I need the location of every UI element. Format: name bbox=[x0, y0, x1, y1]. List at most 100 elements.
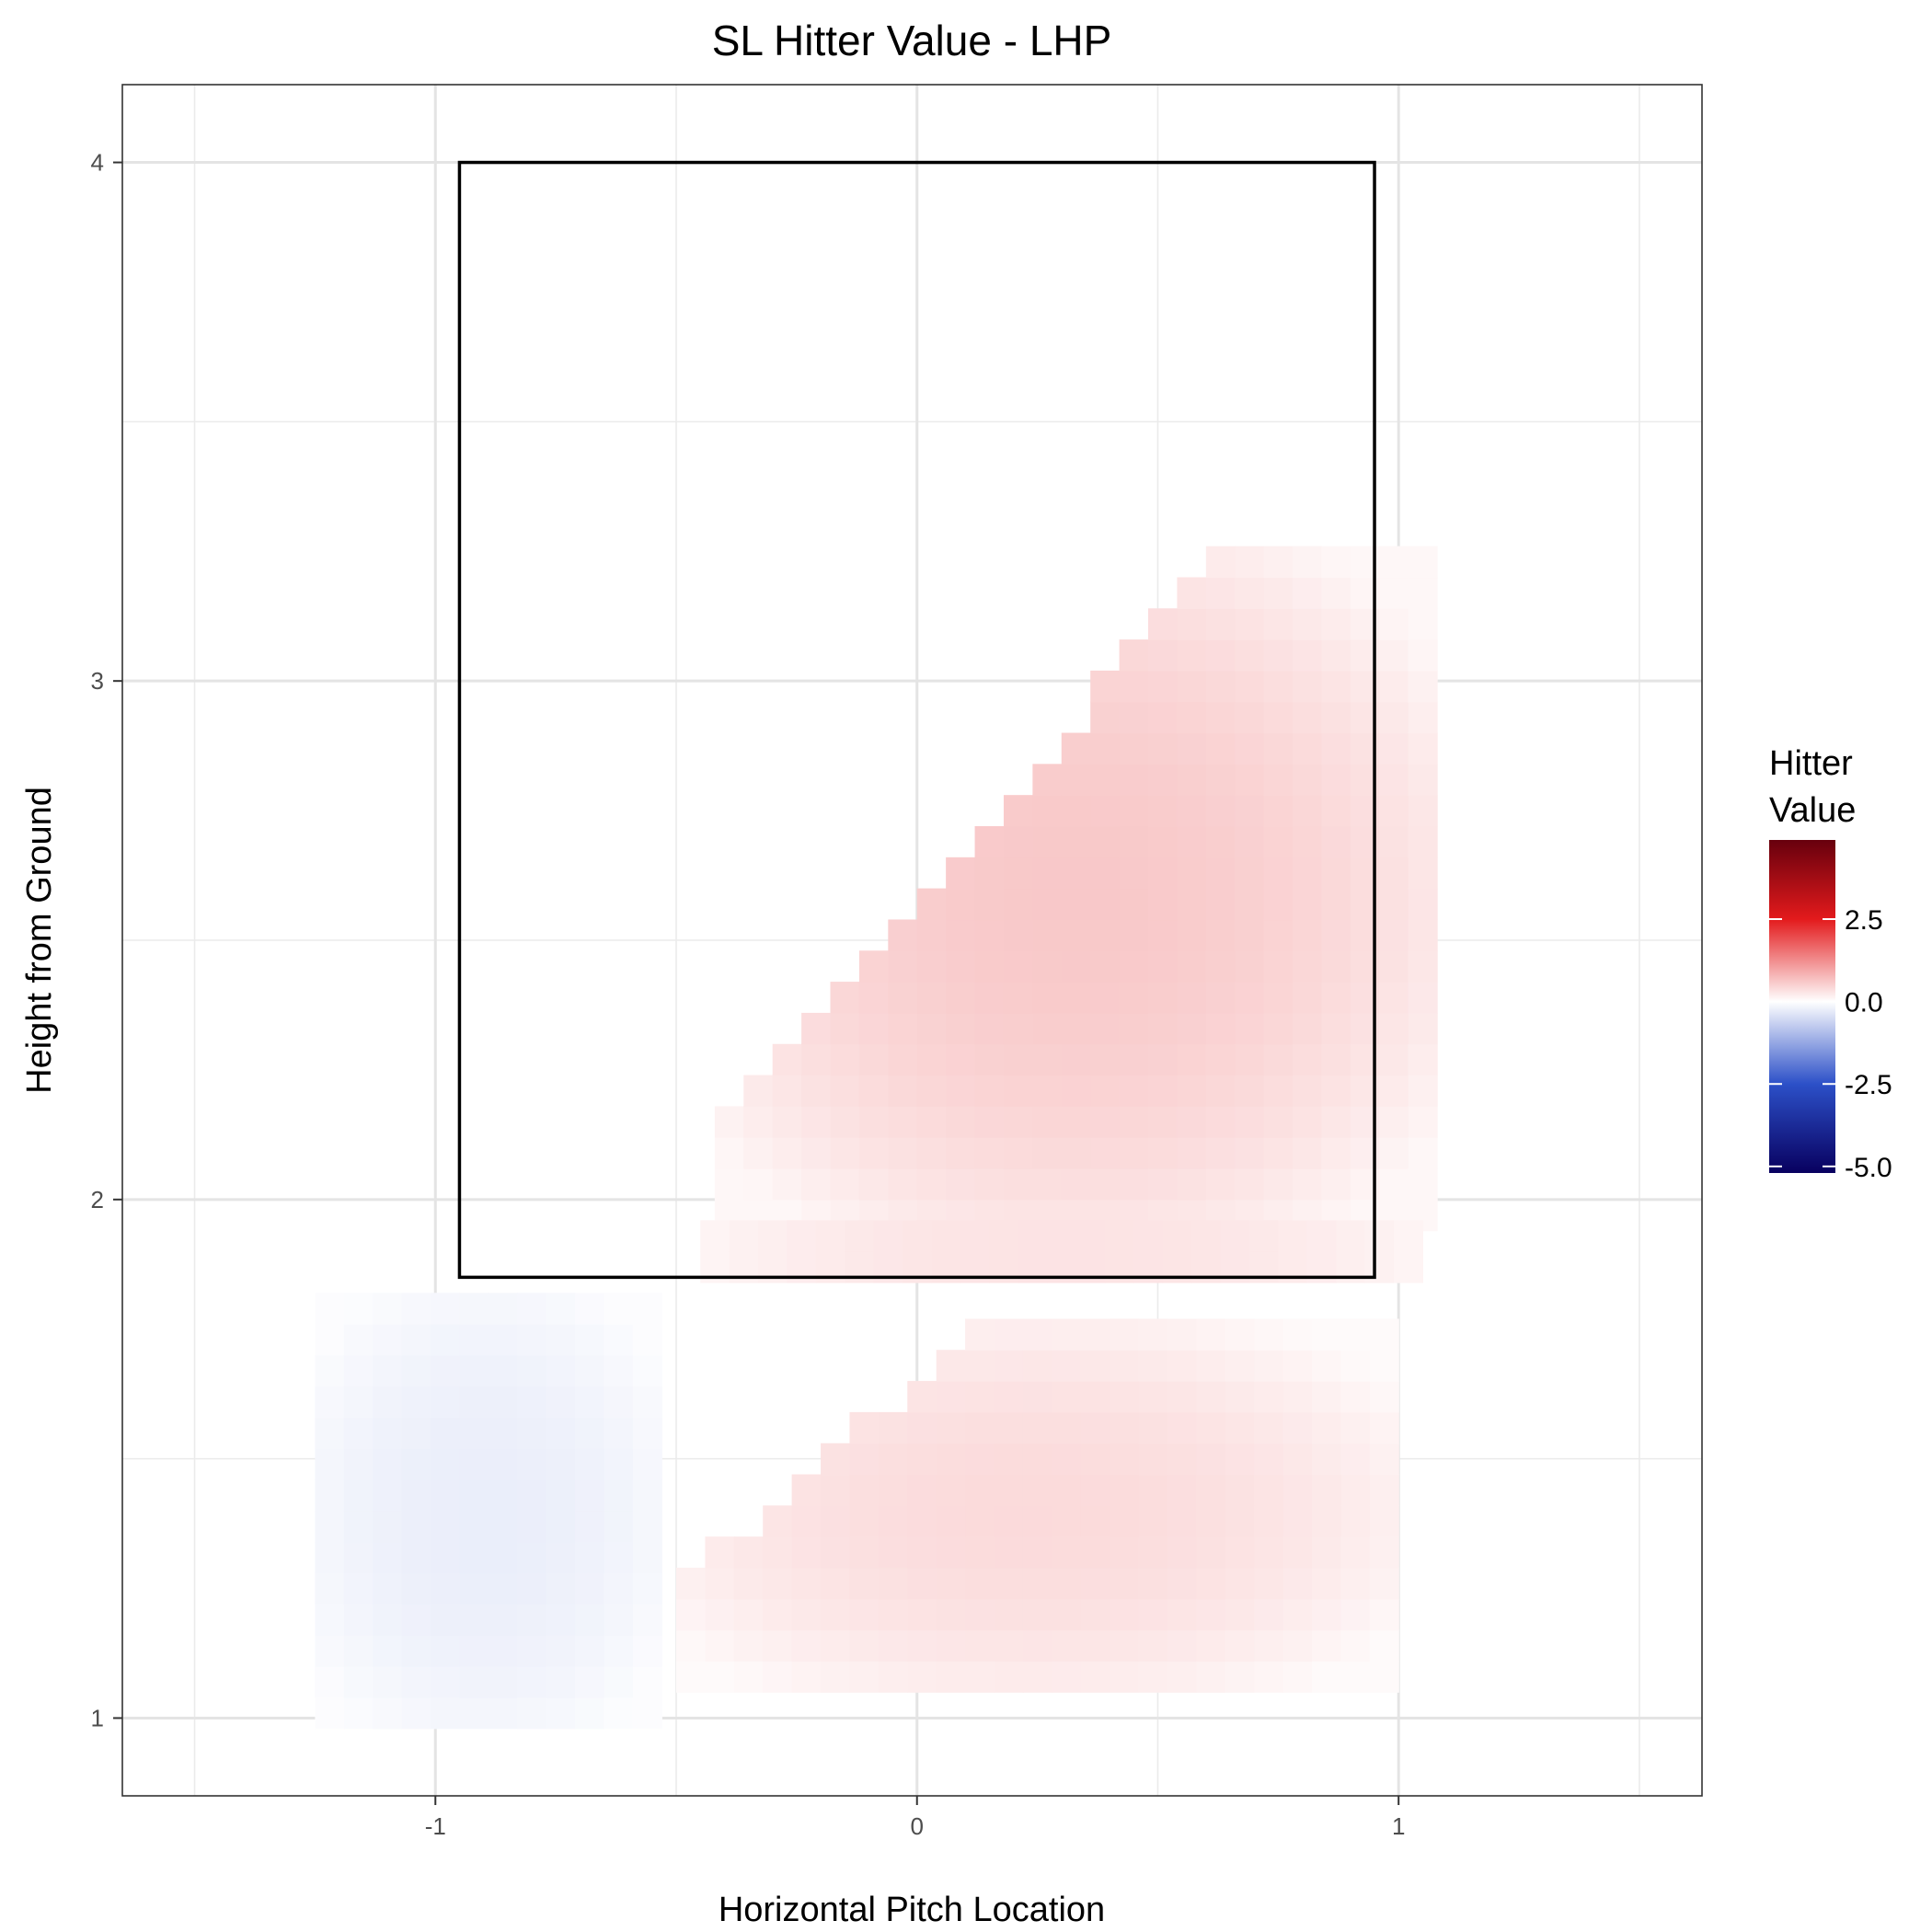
heatmap-cell bbox=[1379, 732, 1409, 765]
heatmap-cell bbox=[845, 1220, 875, 1252]
heatmap-cell bbox=[431, 1448, 461, 1480]
heatmap-cell bbox=[994, 1411, 1024, 1444]
heatmap-cell bbox=[401, 1479, 431, 1512]
heatmap-cell bbox=[1235, 701, 1265, 734]
heatmap-cell bbox=[1340, 1598, 1371, 1631]
heatmap-cell bbox=[1061, 950, 1091, 983]
heatmap-cell bbox=[801, 1168, 832, 1201]
heatmap-cell bbox=[343, 1386, 374, 1419]
heatmap-cell bbox=[604, 1696, 634, 1730]
heatmap-cell bbox=[1235, 577, 1265, 609]
heatmap-cell bbox=[604, 1448, 634, 1480]
heatmap-cell bbox=[1032, 1012, 1063, 1045]
heatmap-cell bbox=[1393, 1251, 1423, 1283]
heatmap-cell bbox=[1138, 1598, 1168, 1631]
heatmap-cell bbox=[1022, 1629, 1052, 1662]
heatmap-cell bbox=[1177, 577, 1207, 609]
heatmap-cell bbox=[1148, 1106, 1179, 1138]
heatmap-cell bbox=[1148, 919, 1179, 951]
legend-tick-label: -5.0 bbox=[1845, 1153, 1892, 1183]
heatmap-cell bbox=[791, 1536, 822, 1569]
heatmap-cell bbox=[965, 1536, 995, 1569]
heatmap-cell bbox=[763, 1505, 793, 1537]
heatmap-cell bbox=[546, 1354, 576, 1387]
heatmap-cell bbox=[1408, 577, 1438, 609]
heatmap-cell bbox=[1408, 701, 1438, 734]
heatmap-cell bbox=[1263, 950, 1294, 983]
heatmap-cell bbox=[1369, 1629, 1399, 1662]
heatmap-cell bbox=[1408, 546, 1438, 579]
heatmap-cell bbox=[1263, 1043, 1294, 1076]
heatmap-cell bbox=[1321, 795, 1351, 827]
heatmap-cell bbox=[1196, 1350, 1226, 1382]
heatmap-cell bbox=[1408, 1137, 1438, 1169]
heatmap-cell bbox=[907, 1411, 937, 1444]
heatmap-cell bbox=[1052, 1381, 1082, 1413]
heatmap-cell bbox=[1293, 639, 1323, 672]
heatmap-cell bbox=[604, 1541, 634, 1574]
heatmap-cell bbox=[1379, 857, 1409, 890]
heatmap-cell bbox=[1196, 1661, 1226, 1693]
heatmap-cell bbox=[1311, 1505, 1341, 1537]
heatmap-cell bbox=[604, 1604, 634, 1636]
heatmap-cell bbox=[1061, 982, 1091, 1014]
heatmap-cell bbox=[546, 1666, 576, 1698]
heatmap-cell bbox=[1311, 1318, 1341, 1351]
heatmap-cell bbox=[1061, 1106, 1091, 1138]
heatmap-cell bbox=[1090, 764, 1121, 796]
heatmap-cell bbox=[1225, 1381, 1255, 1413]
heatmap-cell bbox=[315, 1511, 345, 1543]
heatmap-cell bbox=[1321, 826, 1351, 858]
heatmap-cell bbox=[705, 1629, 735, 1662]
y-tick-label: 1 bbox=[91, 1704, 104, 1731]
heatmap-cell bbox=[1148, 1137, 1179, 1169]
heatmap-cell bbox=[1235, 670, 1265, 703]
heatmap-cell bbox=[1254, 1505, 1284, 1537]
heatmap-cell bbox=[1090, 795, 1121, 827]
heatmap-cell bbox=[1138, 1536, 1168, 1569]
heatmap-cell bbox=[974, 982, 1005, 1014]
heatmap-cell bbox=[675, 1598, 707, 1631]
heatmap-cell bbox=[459, 1354, 489, 1387]
heatmap-cell bbox=[946, 1043, 976, 1076]
heatmap-cell bbox=[858, 1168, 889, 1201]
heatmap-cell bbox=[1032, 1137, 1063, 1169]
heatmap-cell bbox=[946, 888, 976, 921]
heatmap-cell bbox=[517, 1354, 547, 1387]
heatmap-cell bbox=[772, 1075, 802, 1107]
heatmap-cell bbox=[373, 1666, 403, 1698]
heatmap-cell bbox=[488, 1386, 518, 1419]
heatmap-cell bbox=[1235, 1012, 1265, 1045]
heatmap-cell bbox=[1196, 1318, 1226, 1351]
heatmap-cell bbox=[1080, 1661, 1110, 1693]
heatmap-cell bbox=[733, 1661, 764, 1693]
heatmap-cell bbox=[459, 1572, 489, 1605]
heatmap-cell bbox=[733, 1629, 764, 1662]
heatmap-cell bbox=[936, 1443, 966, 1476]
heatmap-cell bbox=[974, 1012, 1005, 1045]
heatmap-cell bbox=[965, 1598, 995, 1631]
heatmap-cell bbox=[1110, 1505, 1140, 1537]
heatmap-cell bbox=[675, 1629, 707, 1662]
heatmap-cell bbox=[1119, 950, 1149, 983]
heatmap-cell bbox=[965, 1381, 995, 1413]
heatmap-cells bbox=[315, 546, 1438, 1730]
heatmap-cell bbox=[1235, 857, 1265, 890]
heatmap-cell bbox=[1282, 1661, 1313, 1693]
heatmap-cell bbox=[431, 1417, 461, 1449]
heatmap-cell bbox=[1205, 1137, 1236, 1169]
heatmap-cell bbox=[1177, 1043, 1207, 1076]
heatmap-cell bbox=[1235, 982, 1265, 1014]
heatmap-cell bbox=[1225, 1350, 1255, 1382]
heatmap-cell bbox=[431, 1511, 461, 1543]
heatmap-cell bbox=[1090, 701, 1121, 734]
heatmap-cell bbox=[1340, 1536, 1371, 1569]
heatmap-cell bbox=[1205, 732, 1236, 765]
heatmap-cell bbox=[1235, 950, 1265, 983]
heatmap-cell bbox=[714, 1106, 744, 1138]
heatmap-cell bbox=[1032, 764, 1063, 796]
heatmap-cell bbox=[343, 1511, 374, 1543]
heatmap-cell bbox=[801, 1137, 832, 1169]
heatmap-cell bbox=[1282, 1536, 1313, 1569]
heatmap-cell bbox=[1263, 1012, 1294, 1045]
